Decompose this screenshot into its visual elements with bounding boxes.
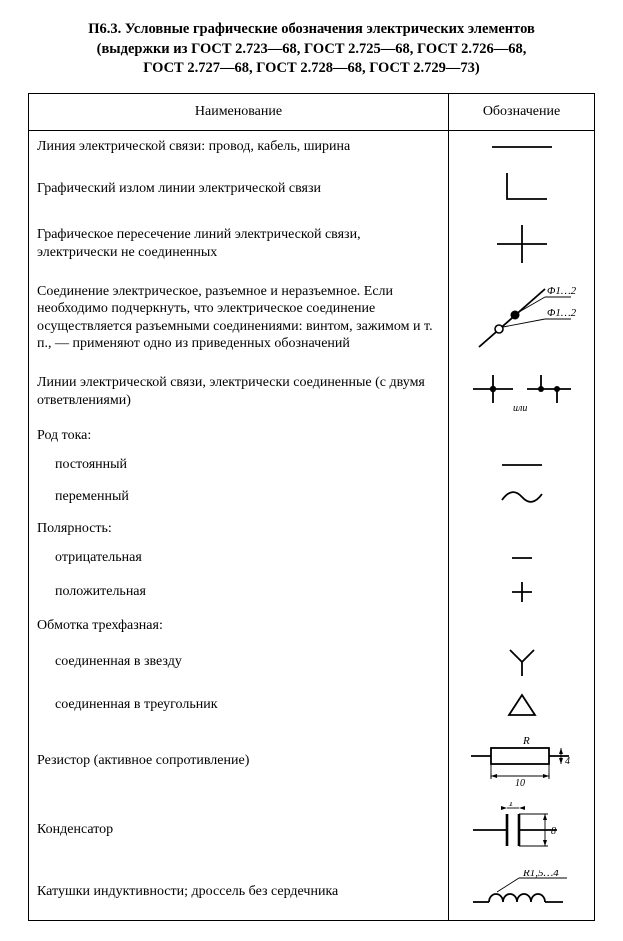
item-pos: положительная: [37, 583, 440, 601]
subhead-current: Род тока:: [37, 427, 440, 445]
item-delta: соединенная в треугольник: [37, 696, 440, 714]
ac-icon: [492, 486, 552, 508]
dim-10: 10: [515, 778, 525, 789]
row-name: постоянный: [29, 450, 449, 480]
row-name: Графический излом линии электрической св…: [29, 163, 449, 215]
inductor-icon: R1,5…4: [467, 870, 577, 914]
row-symbol: [449, 573, 595, 611]
plus-icon: [502, 579, 542, 605]
row-symbol: [449, 163, 595, 215]
row-name: Конденсатор: [29, 796, 449, 864]
row-name: Полярность:: [29, 514, 449, 544]
or-label: или: [513, 403, 527, 414]
row-name: переменный: [29, 480, 449, 514]
row-symbol: [449, 450, 595, 480]
row-symbol: или: [449, 363, 595, 421]
bend-icon: [487, 169, 557, 209]
title-line-2: (выдержки из ГОСТ 2.723—68, ГОСТ 2.725—6…: [97, 41, 527, 57]
row-name: Соединение электрическое, разъемное и не…: [29, 273, 449, 363]
row-name: Линия электрической связи: провод, кабел…: [29, 130, 449, 163]
row-symbol: R1,5…4: [449, 864, 595, 921]
symbols-table: Наименование Обозначение Линия электриче…: [28, 93, 595, 922]
phi-label-2: Φ1…2: [547, 307, 577, 319]
row-symbol: [449, 130, 595, 163]
title-line-1: П6.3. Условные графические обозначения э…: [88, 21, 535, 37]
cross-icon: [487, 221, 557, 267]
item-dc: постоянный: [37, 456, 440, 474]
row-symbol: [449, 684, 595, 726]
capacitor-icon: 1 8: [467, 802, 577, 858]
phi-label-1: Φ1…2: [547, 285, 577, 297]
row-name: Род тока:: [29, 421, 449, 451]
dim-4: 4: [565, 756, 570, 767]
item-neg: отрицательная: [37, 549, 440, 567]
wye-icon: [502, 646, 542, 678]
row-symbol: [449, 611, 595, 641]
r-label: R: [522, 735, 530, 747]
row-symbol: R 10 4: [449, 726, 595, 796]
title-line-3: ГОСТ 2.727—68, ГОСТ 2.728—68, ГОСТ 2.729…: [143, 60, 479, 76]
col-header-name: Наименование: [29, 93, 449, 130]
subhead-polarity: Полярность:: [37, 520, 440, 538]
item-star: соединенная в звезду: [37, 653, 440, 671]
ind-label: R1,5…4: [522, 870, 559, 879]
row-name: Обмотка трехфазная:: [29, 611, 449, 641]
row-name: положительная: [29, 573, 449, 611]
dim-8: 8: [551, 826, 556, 837]
row-symbol: [449, 640, 595, 684]
row-name: соединенная в треугольник: [29, 684, 449, 726]
row-name: Линии электрической связи, электрически …: [29, 363, 449, 421]
subhead-winding: Обмотка трехфазная:: [37, 617, 440, 635]
row-name: Резистор (активное сопротивление): [29, 726, 449, 796]
row-symbol: [449, 215, 595, 273]
dc-icon: [492, 457, 552, 473]
dim-1: 1: [508, 802, 513, 809]
col-header-symbol: Обозначение: [449, 93, 595, 130]
row-symbol: Φ1…2 Φ1…2: [449, 273, 595, 363]
connection-icon: Φ1…2 Φ1…2: [467, 279, 577, 357]
delta-icon: [502, 690, 542, 720]
row-symbol: [449, 421, 595, 451]
row-name: отрицательная: [29, 543, 449, 573]
row-symbol: 1 8: [449, 796, 595, 864]
row-name: Катушки индуктивности; дроссель без серд…: [29, 864, 449, 921]
minus-icon: [502, 550, 542, 566]
row-symbol: [449, 480, 595, 514]
row-name: Графическое пересечение линий электричес…: [29, 215, 449, 273]
item-ac: переменный: [37, 488, 440, 506]
junction-icon: или: [467, 369, 577, 415]
page-title: П6.3. Условные графические обозначения э…: [28, 20, 595, 79]
row-name: соединенная в звезду: [29, 640, 449, 684]
row-symbol: [449, 514, 595, 544]
resistor-icon: R 10 4: [467, 732, 577, 790]
line-icon: [482, 137, 562, 157]
row-symbol: [449, 543, 595, 573]
